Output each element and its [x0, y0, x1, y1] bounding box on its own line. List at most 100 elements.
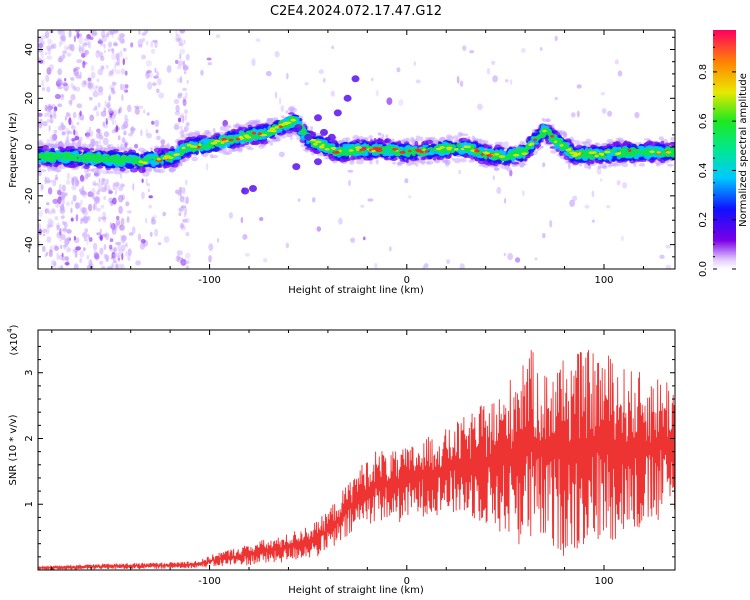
spectrogram-noise-blob: [68, 99, 73, 105]
spectrogram-noise-blob: [128, 232, 134, 236]
spectrogram-noise-blob: [55, 203, 61, 208]
spectrogram-band-cell: [222, 151, 230, 155]
spectrogram-band-cell: [235, 148, 243, 152]
spectrogram-noise-blob: [539, 47, 543, 51]
spectrogram-noise-blob: [72, 194, 77, 202]
spectrogram-noise-blob: [184, 206, 188, 215]
spectrogram-noise-blob: [127, 104, 132, 113]
spectrogram-noise-blob: [139, 105, 144, 110]
spectrogram-noise-blob: [49, 114, 53, 120]
spectrogram-noise-blob: [255, 38, 261, 42]
spectrogram-noise-blob: [84, 228, 89, 233]
spectrogram-noise-blob: [83, 210, 88, 216]
spectrogram-band-cell: [602, 165, 608, 170]
spectrogram-band-cell: [369, 160, 373, 165]
spectrogram-noise-blob: [40, 79, 45, 87]
spectrogram-noise-blob: [59, 34, 66, 41]
spectrogram-noise-blob: [101, 35, 107, 43]
spectrogram-noise-blob: [522, 190, 525, 197]
spectrogram-noise-blob: [146, 40, 149, 46]
spectrogram-band-cell: [511, 161, 520, 165]
spectrogram-noise-blob: [177, 117, 182, 123]
spectrogram-noise-blob: [47, 103, 52, 112]
spectrogram-band-cell: [410, 136, 415, 141]
spectrogram-noise-blob: [86, 265, 91, 269]
spectrogram-noise-blob: [178, 130, 184, 135]
spectrogram-noise-blob: [415, 79, 421, 84]
spectrogram-noise-blob: [99, 228, 103, 234]
spectrogram-noise-blob: [75, 246, 81, 251]
spectrogram-noise-blob: [46, 223, 51, 228]
spectrogram-noise-blob: [89, 126, 92, 131]
spectrogram-noise-blob: [148, 72, 153, 79]
spectrogram-noise-blob: [96, 50, 101, 54]
spectrogram-noise-blob: [66, 52, 72, 57]
spectrogram-noise-blob: [665, 244, 671, 249]
spectrogram-band-cell: [664, 142, 670, 147]
spectrogram-noise-blob: [108, 197, 114, 204]
spectrogram-noise-blob: [278, 151, 285, 158]
spectrogram-noise-blob: [576, 84, 582, 89]
spectrogram-band-cell: [72, 142, 78, 146]
spectrogram-noise-blob: [206, 162, 209, 171]
spectrogram-noise-blob: [94, 196, 101, 204]
spectrogram-noise-blob: [84, 49, 89, 55]
spectrogram-noise-blob: [156, 70, 159, 77]
spectrogram-noise-blob: [184, 65, 189, 71]
spectrogram-band-cell: [623, 140, 629, 146]
spectrogram-noise-blob: [83, 37, 90, 42]
spectrogram-noise-blob: [318, 69, 324, 75]
spectrogram-noise-blob: [72, 248, 78, 254]
spectrogram-noise-blob: [107, 107, 113, 114]
spectrogram-noise-blob: [88, 82, 94, 91]
spectrogram-noise-blob: [348, 179, 351, 187]
spectrogram-noise-blob: [72, 68, 76, 72]
spectrogram-noise-blob: [146, 132, 153, 139]
spectrogram-noise-blob: [149, 231, 153, 237]
spectrogram-noise-blob: [111, 33, 114, 38]
spectrogram-noise-blob: [97, 68, 104, 76]
spectrogram-noise-blob: [124, 70, 128, 76]
spectrogram-noise-blob: [79, 71, 82, 80]
spectrogram-noise-blob: [79, 190, 86, 196]
spectrogram-noise-blob: [175, 33, 181, 42]
spectrogram-noise-blob: [61, 256, 66, 262]
spectrogram-noise-blob: [92, 242, 98, 251]
spectrogram-noise-blob: [98, 38, 103, 46]
spectrogram-noise-blob: [124, 114, 128, 121]
spectrogram-band-cell: [280, 115, 285, 119]
spectrogram-band-cell: [194, 137, 202, 142]
spectrogram-band-cell: [415, 135, 421, 140]
spectrogram-noise-blob: [115, 252, 122, 258]
spectrogram-band-cell: [415, 162, 419, 167]
spectrogram-noise-blob: [70, 176, 75, 182]
spectrogram-noise-blob: [177, 60, 184, 66]
spectrogram-noise-blob: [38, 57, 42, 63]
spectrogram-noise-blob: [54, 245, 59, 251]
spectrogram-band-cell: [595, 142, 601, 147]
spectrogram-noise-blob: [179, 75, 183, 84]
spectrogram-noise-blob: [183, 213, 187, 218]
spectrogram-noise-blob: [182, 96, 187, 103]
spectrogram-band-cell: [57, 146, 64, 150]
spectrogram-noise-blob: [107, 188, 112, 195]
spectrogram-noise-blob: [79, 175, 85, 182]
spectrogram-noise-blob: [49, 118, 54, 124]
spectrogram-noise-blob: [469, 50, 475, 54]
spectrogram-band-cell: [319, 152, 323, 157]
spectrogram-noise-blob: [154, 228, 159, 237]
spectrogram-noise-blob: [42, 233, 46, 237]
spectrogram-band-cell: [269, 141, 273, 146]
spectrogram-noise-blob: [112, 254, 116, 259]
spectrogram-band-cell: [140, 154, 144, 158]
spectrogram-noise-blob: [183, 39, 186, 45]
spectrogram-noise-blob: [93, 252, 100, 260]
spectrogram-band-cell: [160, 149, 165, 154]
spectrogram-noise-blob: [491, 60, 496, 65]
spectrogram-noise-blob: [72, 85, 77, 91]
spectrogram-band-cell: [224, 124, 232, 129]
spectrogram-noise-blob: [121, 94, 124, 101]
spectrogram-noise-blob: [127, 248, 132, 256]
spectrogram-band-cell: [212, 127, 216, 134]
spectrogram-noise-blob: [659, 254, 665, 259]
